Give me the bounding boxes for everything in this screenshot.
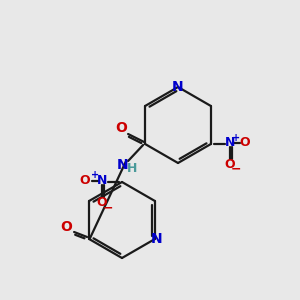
Text: N: N	[151, 232, 163, 246]
Text: N: N	[225, 136, 235, 149]
Text: +: +	[232, 133, 240, 143]
Text: N: N	[172, 80, 184, 94]
Text: N: N	[116, 158, 128, 172]
Text: H: H	[127, 163, 137, 176]
Text: −: −	[231, 163, 241, 176]
Text: O: O	[60, 220, 72, 234]
Text: O: O	[80, 173, 90, 187]
Text: −: −	[103, 202, 113, 214]
Text: N: N	[97, 175, 107, 188]
Text: O: O	[225, 158, 235, 170]
Text: +: +	[91, 170, 99, 180]
Text: O: O	[240, 136, 250, 148]
Text: O: O	[97, 196, 107, 209]
Text: O: O	[115, 121, 127, 135]
